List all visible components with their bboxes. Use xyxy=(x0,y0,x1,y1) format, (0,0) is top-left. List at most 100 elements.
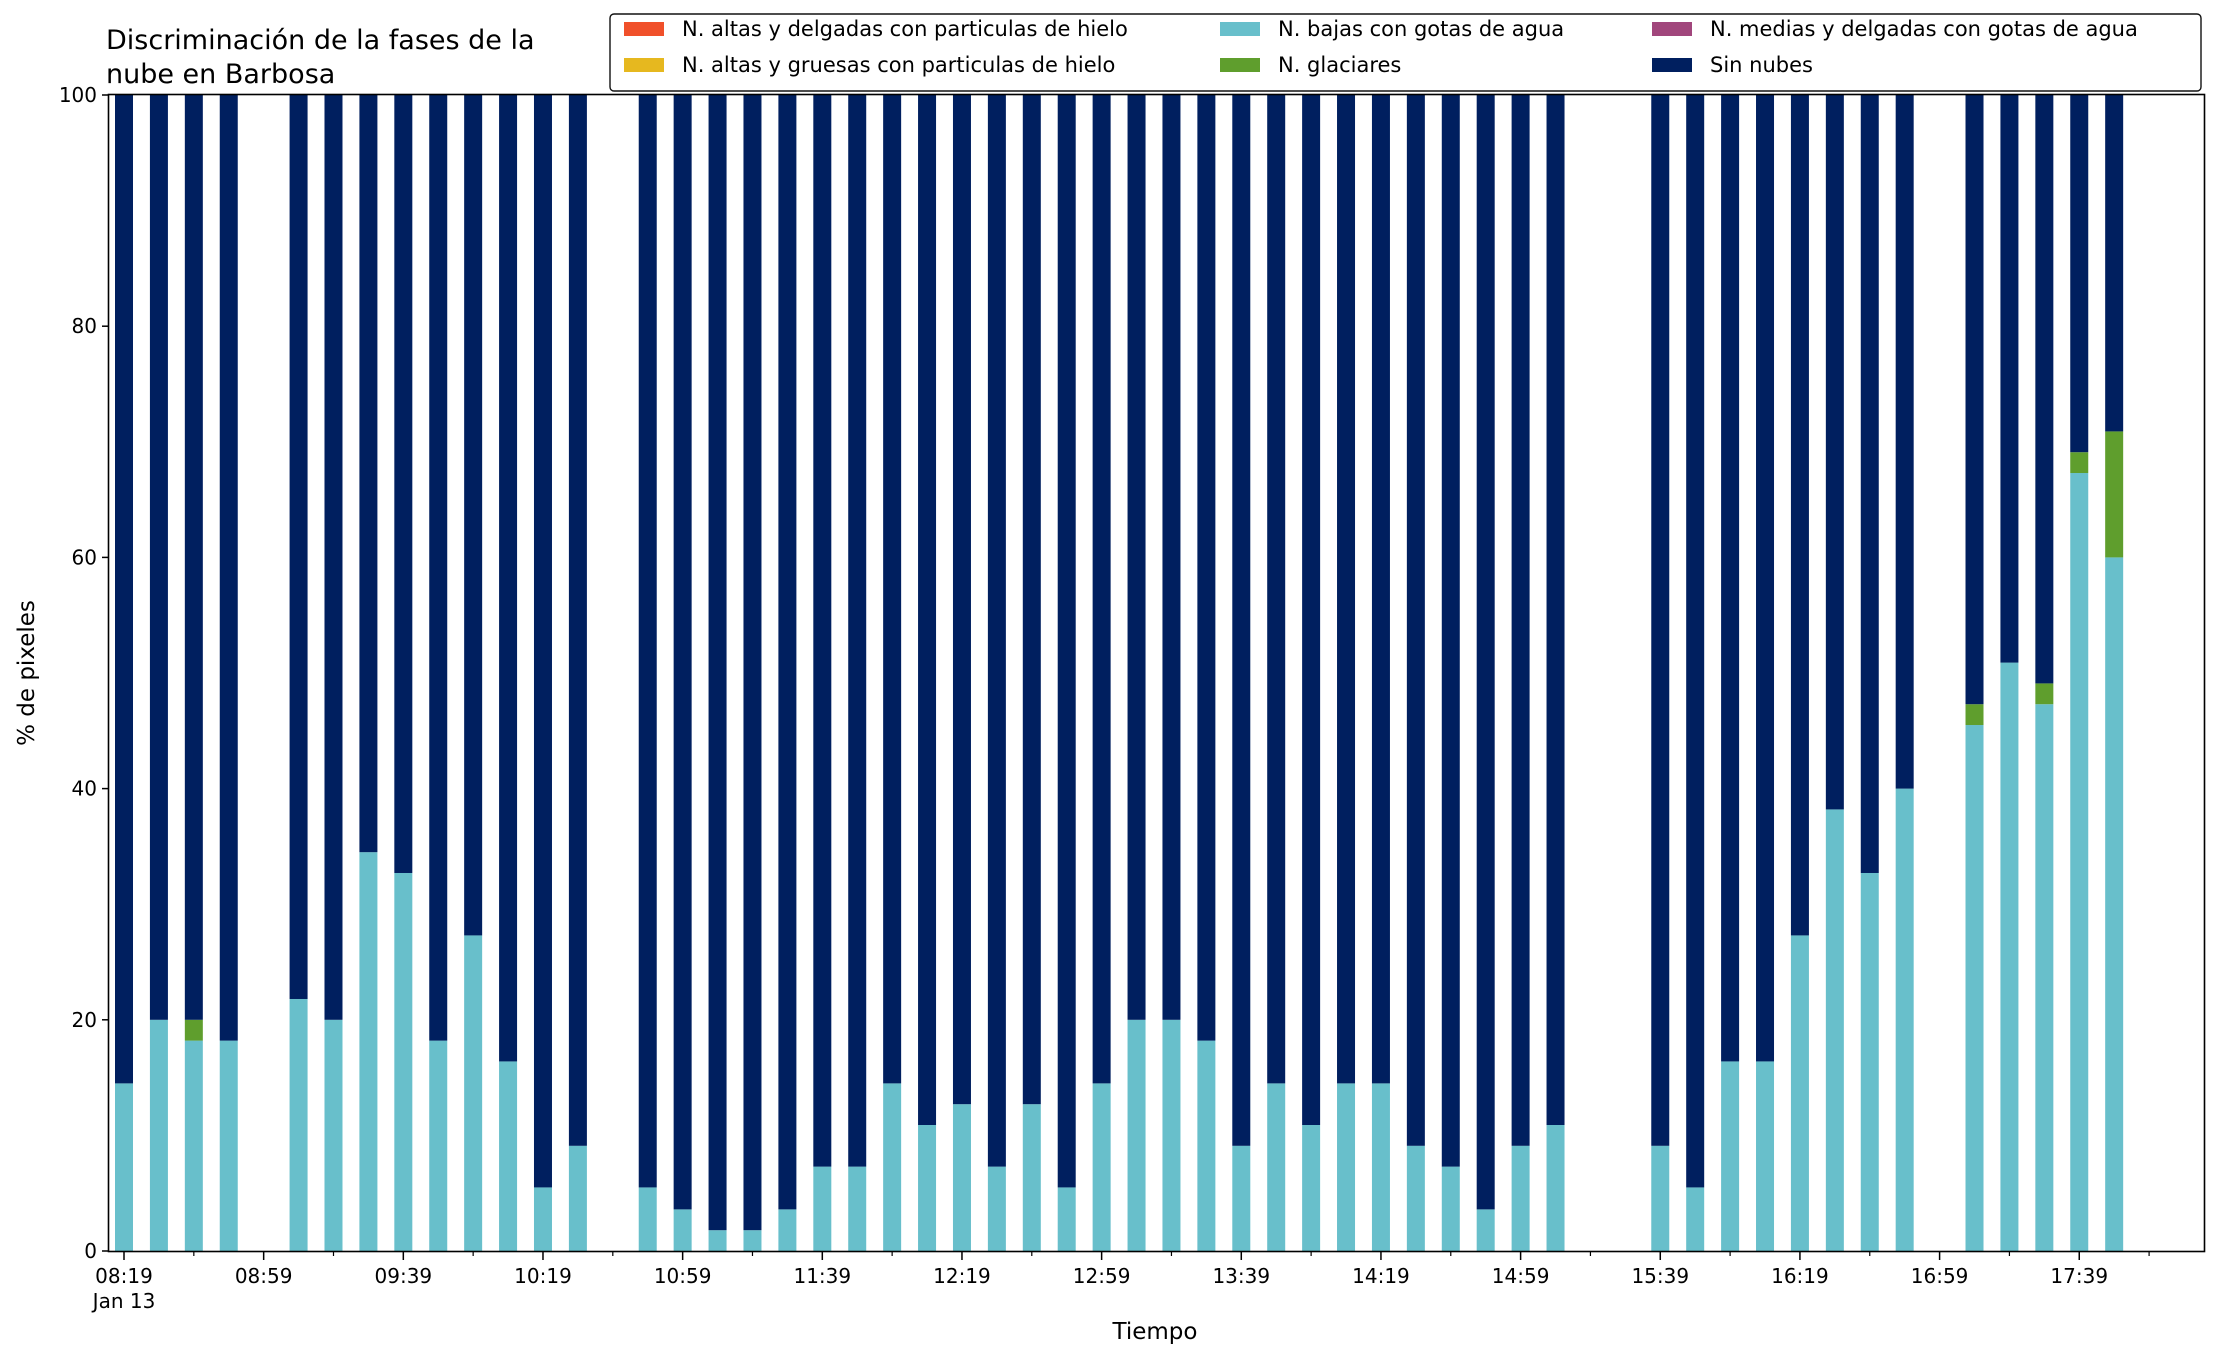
bar-segment-n-glaciares xyxy=(1965,704,1984,726)
bar-segment-sin-nubes xyxy=(2035,95,2054,684)
bar-segment-n-bajas-con-gotas-de-agua xyxy=(1860,872,1879,1251)
x-axis-label: Tiempo xyxy=(1112,1319,1198,1345)
bar-segment-n-bajas-con-gotas-de-agua xyxy=(289,998,308,1251)
bar-segment-sin-nubes xyxy=(848,95,867,1167)
bar-segment-sin-nubes xyxy=(1756,95,1775,1062)
bar-segment-n-bajas-con-gotas-de-agua xyxy=(1476,1209,1495,1251)
bar-group xyxy=(778,95,797,1251)
bar-group xyxy=(1546,95,1565,1251)
legend-item-n-altas-y-gruesas-con-particulas-de-hielo: N. altas y gruesas con particulas de hie… xyxy=(624,53,1115,77)
bar-segment-sin-nubes xyxy=(708,95,727,1231)
bar-segment-n-bajas-con-gotas-de-agua xyxy=(1511,1145,1530,1251)
bar-segment-n-bajas-con-gotas-de-agua xyxy=(1022,1104,1041,1251)
bar-segment-n-bajas-con-gotas-de-agua xyxy=(952,1104,971,1251)
bar-segment-n-bajas-con-gotas-de-agua xyxy=(1895,788,1914,1251)
bar-segment-sin-nubes xyxy=(1371,95,1390,1084)
bar-segment-n-bajas-con-gotas-de-agua xyxy=(708,1230,727,1251)
bar-segment-n-bajas-con-gotas-de-agua xyxy=(1546,1125,1565,1251)
bar-group xyxy=(883,95,902,1251)
bar-group xyxy=(673,95,692,1251)
bar-segment-n-bajas-con-gotas-de-agua xyxy=(1651,1145,1670,1251)
bar-group xyxy=(1197,95,1216,1251)
bar-segment-sin-nubes xyxy=(2000,95,2019,663)
legend-label: N. altas y gruesas con particulas de hie… xyxy=(682,53,1115,77)
bar-group xyxy=(499,95,518,1251)
bar-group xyxy=(2000,95,2019,1251)
legend-item-n-altas-y-delgadas-con-particulas-de-hielo: N. altas y delgadas con particulas de hi… xyxy=(624,17,1128,41)
bar-segment-sin-nubes xyxy=(1057,95,1076,1188)
bar-segment-n-bajas-con-gotas-de-agua xyxy=(219,1040,238,1251)
bar-group xyxy=(184,95,203,1251)
chart-title-line-1: Discriminación de la fases de la xyxy=(106,25,535,56)
bar-group xyxy=(848,95,867,1251)
bar-group xyxy=(743,95,762,1251)
x-tick-label: 15:39 xyxy=(1631,1264,1689,1288)
bar-group xyxy=(1092,95,1111,1251)
legend-swatch xyxy=(624,22,664,36)
bar-segment-sin-nubes xyxy=(1162,95,1181,1020)
x-tick-label: 10:59 xyxy=(654,1264,712,1288)
bar-group xyxy=(2035,95,2054,1251)
bar-group xyxy=(708,95,727,1251)
legend-label: N. medias y delgadas con gotas de agua xyxy=(1710,17,2138,41)
bar-group xyxy=(219,95,238,1251)
bar-group xyxy=(1790,95,1809,1251)
bar-segment-sin-nubes xyxy=(1686,95,1705,1188)
bar-segment-sin-nubes xyxy=(1651,95,1670,1146)
bar-group xyxy=(918,95,937,1251)
bar-segment-sin-nubes xyxy=(464,95,483,936)
plot-frame xyxy=(107,93,2206,1253)
bar-group xyxy=(429,95,448,1251)
bar-segment-n-bajas-con-gotas-de-agua xyxy=(1825,809,1844,1251)
bar-segment-n-bajas-con-gotas-de-agua xyxy=(533,1187,552,1251)
bar-segment-n-glaciares xyxy=(2070,452,2089,474)
bar-segment-n-bajas-con-gotas-de-agua xyxy=(1267,1083,1286,1251)
legend-swatch xyxy=(624,58,664,72)
y-tick-label: 80 xyxy=(72,314,97,338)
bar-segment-n-bajas-con-gotas-de-agua xyxy=(1302,1125,1321,1251)
bar-group xyxy=(1895,95,1914,1251)
bar-segment-n-bajas-con-gotas-de-agua xyxy=(1371,1083,1390,1251)
bar-group xyxy=(568,95,587,1251)
bar-segment-sin-nubes xyxy=(289,95,308,999)
bar-group xyxy=(1441,95,1460,1251)
bar-group xyxy=(2105,95,2124,1251)
bar-segment-sin-nubes xyxy=(673,95,692,1210)
bar-segment-sin-nubes xyxy=(394,95,413,873)
x-tick-label: 17:39 xyxy=(2050,1264,2108,1288)
bar-group xyxy=(289,95,308,1251)
x-tick-label: 12:59 xyxy=(1073,1264,1131,1288)
y-tick-label: 0 xyxy=(84,1239,97,1263)
y-tick-label: 100 xyxy=(59,83,97,107)
bar-segment-n-bajas-con-gotas-de-agua xyxy=(918,1125,937,1251)
bar-segment-sin-nubes xyxy=(1022,95,1041,1105)
bar-segment-n-bajas-con-gotas-de-agua xyxy=(394,872,413,1251)
bar-group xyxy=(1232,95,1251,1251)
bar-segment-n-bajas-con-gotas-de-agua xyxy=(1756,1061,1775,1251)
y-axis: 0 20 40 60 80 100 xyxy=(59,83,109,1263)
bar-segment-n-glaciares xyxy=(184,1019,203,1041)
bar-group xyxy=(1511,95,1530,1251)
bar-group xyxy=(1651,95,1670,1251)
bar-group xyxy=(1476,95,1495,1251)
bar-group xyxy=(1371,95,1390,1251)
bar-segment-sin-nubes xyxy=(499,95,518,1062)
bar-segment-n-bajas-con-gotas-de-agua xyxy=(1092,1083,1111,1251)
bar-segment-n-bajas-con-gotas-de-agua xyxy=(848,1166,867,1251)
x-tick-label: 14:59 xyxy=(1492,1264,1550,1288)
bar-segment-sin-nubes xyxy=(778,95,797,1210)
bar-segment-n-glaciares xyxy=(2105,431,2124,558)
bar-group xyxy=(638,95,657,1251)
bar-segment-n-bajas-con-gotas-de-agua xyxy=(429,1040,448,1251)
bar-segment-sin-nubes xyxy=(115,95,133,1084)
bar-segment-sin-nubes xyxy=(2105,95,2124,432)
bar-segment-sin-nubes xyxy=(1790,95,1809,936)
legend-item-n-glaciares: N. glaciares xyxy=(1220,53,1401,77)
bar-group xyxy=(1267,95,1286,1251)
bar-group xyxy=(115,95,133,1251)
legend-label: N. glaciares xyxy=(1278,53,1401,77)
bar-segment-n-bajas-con-gotas-de-agua xyxy=(1197,1040,1216,1251)
bar-group xyxy=(813,95,832,1251)
bar-segment-sin-nubes xyxy=(1127,95,1146,1020)
bar-segment-sin-nubes xyxy=(1965,95,1984,705)
